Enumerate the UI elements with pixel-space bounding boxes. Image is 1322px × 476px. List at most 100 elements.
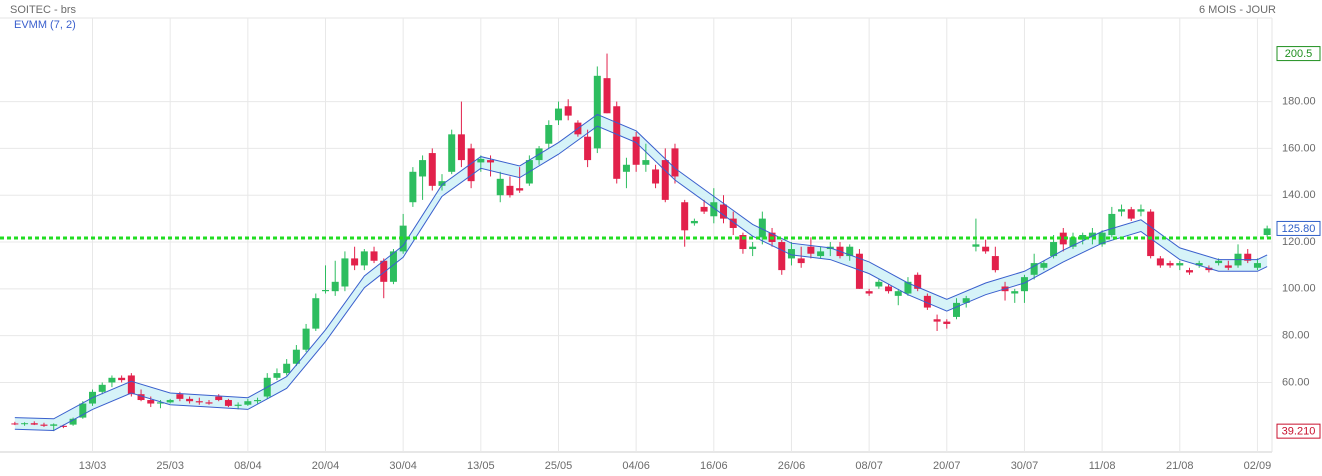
price-tag bbox=[1276, 46, 1321, 62]
candle-body bbox=[380, 260, 388, 282]
candle-body bbox=[40, 424, 48, 426]
indicator-lower bbox=[14, 125, 1268, 431]
x-tick-label: 20/07 bbox=[933, 460, 961, 472]
candle-body bbox=[622, 164, 630, 172]
x-tick-label: 02/09 bbox=[1244, 460, 1272, 472]
x-tick-label: 11/08 bbox=[1089, 460, 1116, 472]
x-tick-label: 30/04 bbox=[389, 460, 417, 472]
candle-body bbox=[904, 281, 912, 294]
candle-body bbox=[302, 328, 310, 350]
candle-body bbox=[166, 400, 174, 403]
x-tick-label: 08/04 bbox=[234, 460, 262, 472]
x-tick-label: 08/07 bbox=[855, 460, 883, 472]
candle-body bbox=[1244, 253, 1252, 261]
chart-title: SOITEC - brs bbox=[10, 4, 77, 16]
x-tick-label: 16/06 bbox=[700, 460, 728, 472]
candle-body bbox=[457, 134, 465, 161]
price-tag-label: 39.210 bbox=[1282, 426, 1316, 438]
candle-body bbox=[846, 246, 854, 257]
candle-body bbox=[234, 404, 242, 406]
candle-body bbox=[1118, 209, 1126, 212]
candle-body bbox=[710, 202, 718, 217]
chart-period: 6 MOIS - JOUR bbox=[1199, 4, 1276, 16]
candle-body bbox=[1050, 242, 1058, 257]
candle-body bbox=[409, 171, 417, 203]
candle-body bbox=[322, 290, 329, 292]
candle-body bbox=[1253, 263, 1261, 268]
candle-body bbox=[914, 274, 922, 289]
candle-body bbox=[467, 148, 475, 182]
candle-body bbox=[1195, 263, 1203, 266]
x-tick-label: 04/06 bbox=[622, 460, 650, 472]
candle-body bbox=[1224, 265, 1232, 268]
candle-body bbox=[11, 423, 19, 425]
candle-body bbox=[1263, 228, 1271, 235]
candle-body bbox=[1011, 291, 1019, 294]
candle-body bbox=[496, 178, 504, 196]
candle-body bbox=[50, 424, 58, 426]
y-tick-label: 160.00 bbox=[1282, 142, 1316, 154]
candle-body bbox=[885, 286, 893, 292]
candle-body bbox=[923, 295, 931, 308]
candle-body bbox=[127, 375, 135, 395]
candle-body bbox=[720, 204, 728, 219]
candle-body bbox=[739, 235, 747, 250]
candle-body bbox=[584, 136, 592, 161]
candle-body bbox=[30, 423, 38, 425]
candle-body bbox=[341, 258, 349, 287]
candle-body bbox=[370, 251, 378, 261]
candle-body bbox=[953, 302, 960, 317]
candle-body bbox=[21, 423, 29, 425]
candle-body bbox=[1205, 267, 1213, 271]
candle-body bbox=[98, 384, 106, 392]
candle-body bbox=[807, 246, 815, 254]
candle-body bbox=[1079, 235, 1087, 240]
price-tag-label: 125.80 bbox=[1282, 223, 1316, 235]
candle-body bbox=[972, 244, 980, 247]
candle-body bbox=[894, 291, 902, 296]
candle-body bbox=[156, 402, 164, 404]
candle-body bbox=[603, 78, 611, 114]
price-tag bbox=[1276, 423, 1321, 439]
candle-body bbox=[1127, 209, 1135, 219]
y-tick-label: 60.00 bbox=[1282, 376, 1310, 388]
candle-body bbox=[875, 281, 883, 287]
candle-body bbox=[991, 256, 999, 271]
candle-body bbox=[79, 403, 87, 418]
candle-body bbox=[1069, 237, 1077, 247]
candle-body bbox=[215, 396, 223, 401]
candle-body bbox=[186, 398, 194, 402]
candle-body bbox=[1166, 263, 1174, 266]
indicator-label: EVMM (7, 2) bbox=[14, 19, 76, 31]
x-tick-label: 30/07 bbox=[1011, 460, 1039, 472]
x-tick-label: 21/08 bbox=[1166, 460, 1194, 472]
candle-body bbox=[331, 281, 339, 292]
indicator-band bbox=[14, 114, 1268, 431]
price-tag-label: 200.5 bbox=[1285, 48, 1313, 60]
candle-body bbox=[652, 169, 660, 184]
candle-body bbox=[632, 136, 640, 165]
y-tick-label: 80.00 bbox=[1282, 330, 1310, 342]
candle-body bbox=[59, 425, 67, 427]
candle-body bbox=[690, 220, 698, 224]
candle-body bbox=[1108, 213, 1116, 235]
candle-body bbox=[671, 148, 679, 177]
candle-body bbox=[943, 321, 951, 324]
candle-body bbox=[1137, 209, 1145, 212]
candle-body bbox=[1156, 258, 1164, 266]
candle-body bbox=[224, 400, 232, 406]
y-tick-label: 120.00 bbox=[1282, 236, 1316, 248]
y-tick-label: 140.00 bbox=[1282, 189, 1316, 201]
candle-body bbox=[428, 153, 436, 186]
candle-body bbox=[254, 400, 262, 402]
x-tick-label: 13/03 bbox=[79, 460, 107, 472]
candle-body bbox=[360, 251, 368, 266]
candle-body bbox=[1040, 263, 1048, 268]
candle-body bbox=[1020, 277, 1028, 292]
candle-body bbox=[758, 218, 766, 238]
candle-body bbox=[700, 206, 708, 212]
candle-body bbox=[1059, 232, 1067, 245]
candle-body bbox=[283, 363, 291, 374]
candle-body bbox=[118, 377, 126, 381]
